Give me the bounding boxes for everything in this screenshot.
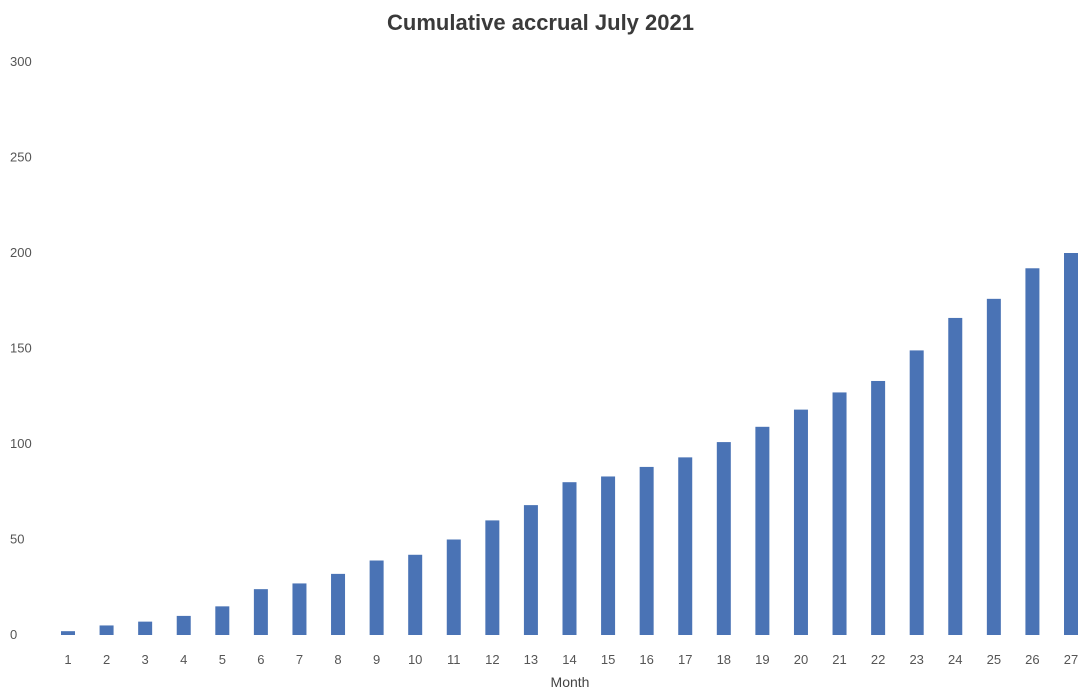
- bar: [601, 476, 616, 635]
- x-tick-label: 12: [485, 652, 499, 667]
- bar: [253, 589, 268, 635]
- x-axis-title: Month: [551, 674, 590, 690]
- y-tick-label: 150: [10, 341, 32, 356]
- bar: [446, 539, 461, 635]
- bar: [755, 426, 770, 635]
- x-tick-label: 7: [296, 652, 303, 667]
- bar: [215, 606, 230, 635]
- x-tick-label: 3: [142, 652, 149, 667]
- x-tick-label: 6: [257, 652, 264, 667]
- bar-series: [61, 253, 1078, 635]
- bar: [408, 554, 423, 635]
- y-tick-label: 50: [10, 532, 24, 547]
- x-tick-label: 21: [832, 652, 846, 667]
- x-tick-label: 8: [334, 652, 341, 667]
- x-tick-label: 14: [562, 652, 576, 667]
- y-tick-label: 300: [10, 54, 32, 69]
- x-tick-label: 20: [794, 652, 808, 667]
- x-tick-label: 10: [408, 652, 422, 667]
- y-axis-ticks: 0 50 100 150 200 250 300: [10, 54, 32, 642]
- x-tick-label: 25: [987, 652, 1001, 667]
- x-tick-label: 11: [447, 652, 461, 667]
- x-tick-label: 5: [219, 652, 226, 667]
- bar: [832, 392, 847, 635]
- x-tick-label: 26: [1025, 652, 1039, 667]
- bar: [485, 520, 500, 635]
- x-tick-label: 22: [871, 652, 885, 667]
- x-tick-label: 13: [524, 652, 538, 667]
- x-tick-label: 2: [103, 652, 110, 667]
- bar: [793, 409, 808, 635]
- x-axis-ticks: 1 2 3 4 5 6 7 8 9 10 11 12 13 14 15 16 17 18 19 20 21 22 23 24 2…: [64, 652, 1078, 667]
- bar: [871, 380, 886, 635]
- bar: [99, 625, 114, 635]
- bar: [909, 350, 924, 635]
- x-tick-label: 4: [180, 652, 187, 667]
- bar: [331, 573, 346, 635]
- x-tick-label: 27: [1064, 652, 1078, 667]
- x-tick-label: 15: [601, 652, 615, 667]
- x-tick-label: 23: [909, 652, 923, 667]
- x-tick-label: 9: [373, 652, 380, 667]
- bar: [1064, 253, 1078, 635]
- bar: [562, 482, 577, 635]
- bar: [523, 505, 538, 635]
- x-tick-label: 24: [948, 652, 962, 667]
- x-tick-label: 17: [678, 652, 692, 667]
- x-tick-label: 19: [755, 652, 769, 667]
- bar: [986, 298, 1001, 635]
- bar: [176, 615, 191, 635]
- bar: [716, 442, 731, 635]
- chart-title: Cumulative accrual July 2021: [387, 10, 694, 35]
- bar: [948, 317, 963, 635]
- x-tick-label: 18: [717, 652, 731, 667]
- y-tick-label: 200: [10, 245, 32, 260]
- bar: [678, 457, 693, 635]
- bar: [138, 621, 153, 635]
- x-tick-label: 16: [639, 652, 653, 667]
- bar: [369, 560, 384, 635]
- x-tick-label: 1: [64, 652, 71, 667]
- bar: [292, 583, 307, 635]
- bar: [61, 631, 75, 635]
- y-tick-label: 100: [10, 436, 32, 451]
- y-tick-label: 0: [10, 627, 17, 642]
- bar: [1025, 268, 1040, 635]
- y-tick-label: 250: [10, 150, 32, 165]
- bar: [639, 466, 654, 635]
